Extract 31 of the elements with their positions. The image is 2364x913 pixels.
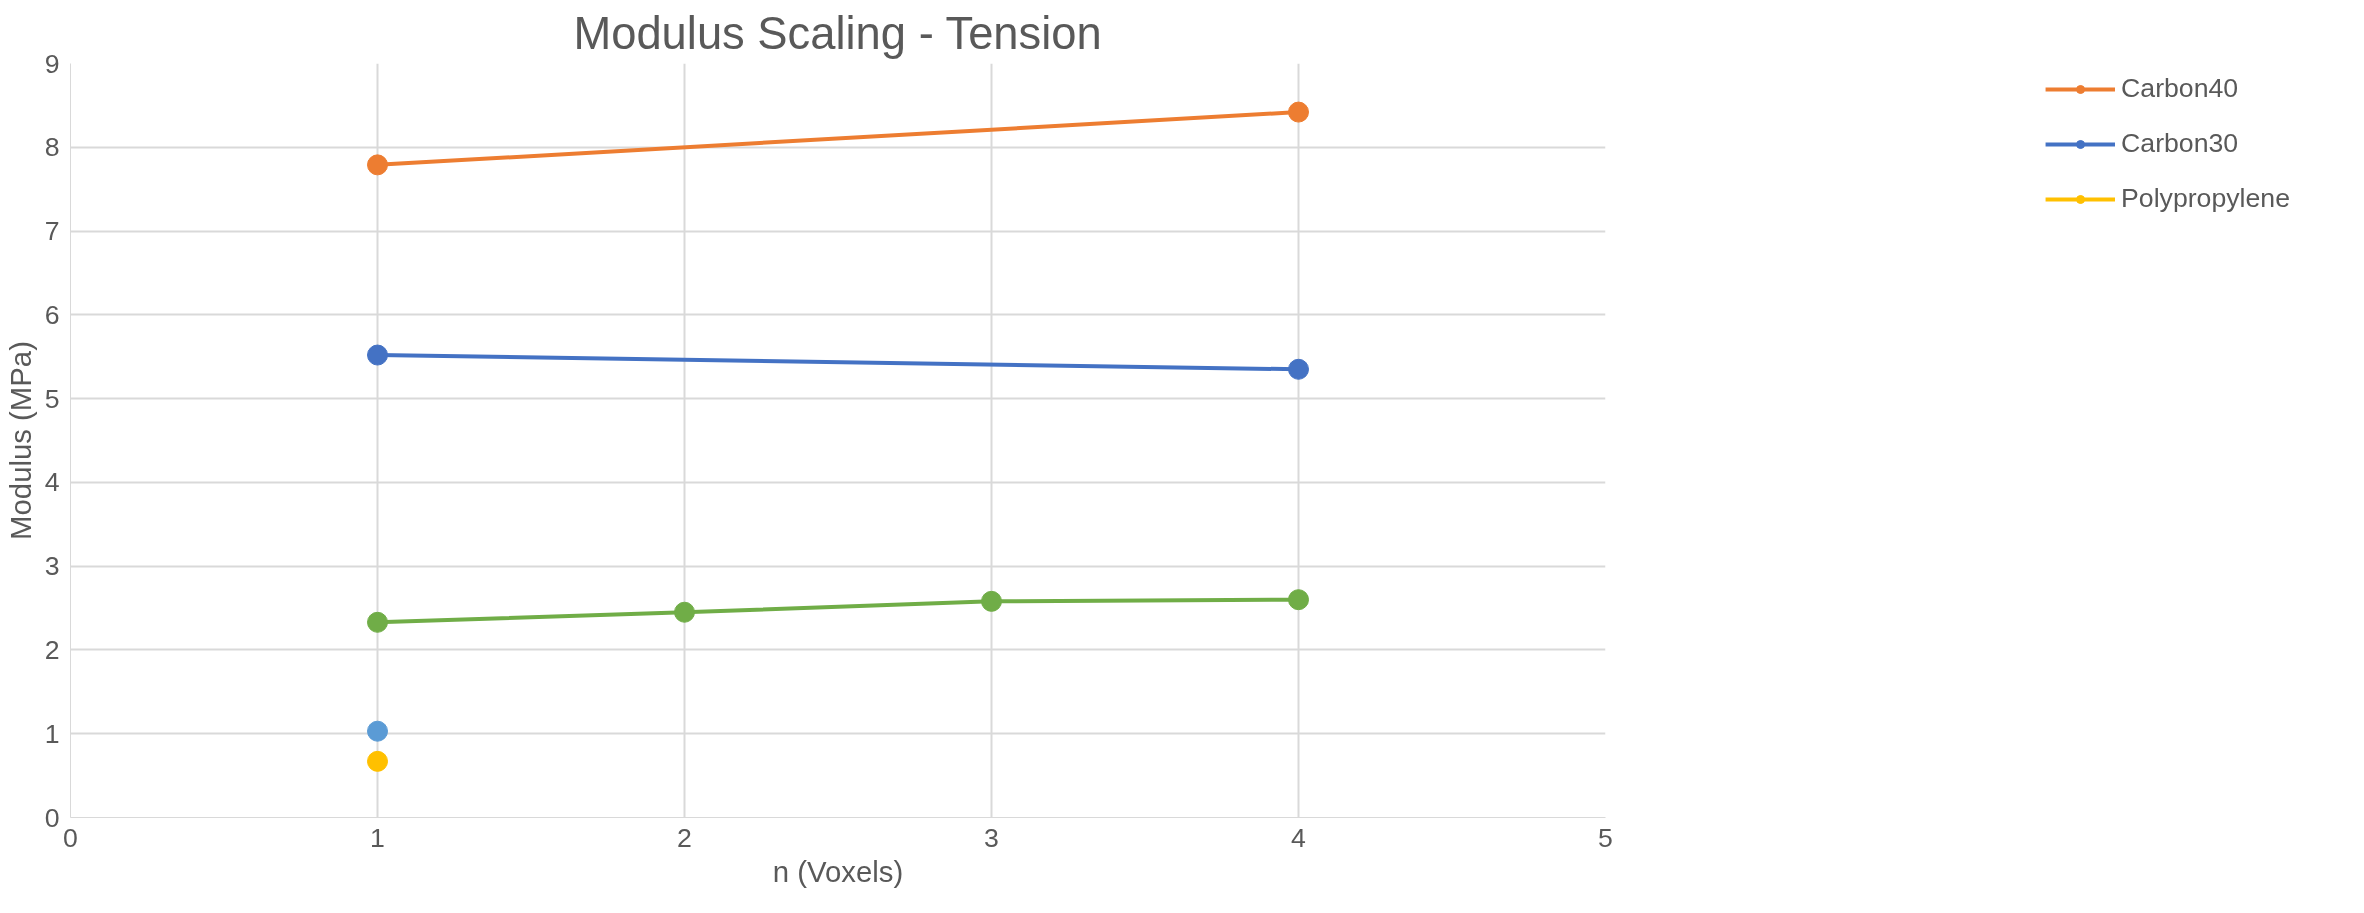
y-tick-label: 6 (44, 299, 60, 330)
legend-label: Carbon30 (2121, 128, 2239, 159)
y-tick-label: 2 (44, 634, 60, 665)
point (1288, 589, 1309, 611)
y-tick-label: 4 (44, 467, 60, 498)
point (367, 750, 388, 772)
y-tick-label: 3 (44, 551, 60, 582)
y-tick-label: 9 (44, 48, 60, 79)
x-axis-title: n (Voxels) (772, 854, 904, 888)
point (674, 601, 695, 623)
chart-title: Modulus Scaling - Tension (573, 7, 1102, 59)
legend-label: Polypropylene (2121, 183, 2290, 214)
x-tick-label: 4 (1291, 822, 1307, 853)
point (367, 611, 388, 633)
y-axis-title: Modulus (MPa) (3, 341, 37, 540)
y-tick-label: 5 (44, 383, 60, 414)
y-tick-label: 8 (44, 132, 60, 163)
x-tick-label: 5 (1598, 822, 1613, 853)
x-tick-label: 2 (677, 822, 692, 853)
point (1288, 358, 1309, 380)
point (981, 590, 1002, 612)
x-tick-label: 1 (370, 822, 385, 853)
x-tick-label: 3 (984, 822, 999, 853)
legend-label: Carbon40 (2121, 73, 2239, 104)
y-tick-label: 0 (44, 802, 60, 833)
point (367, 344, 388, 366)
y-tick-label: 7 (44, 216, 60, 247)
point (367, 720, 388, 742)
point (1288, 101, 1309, 123)
point (367, 154, 388, 176)
y-tick-label: 1 (44, 718, 60, 749)
